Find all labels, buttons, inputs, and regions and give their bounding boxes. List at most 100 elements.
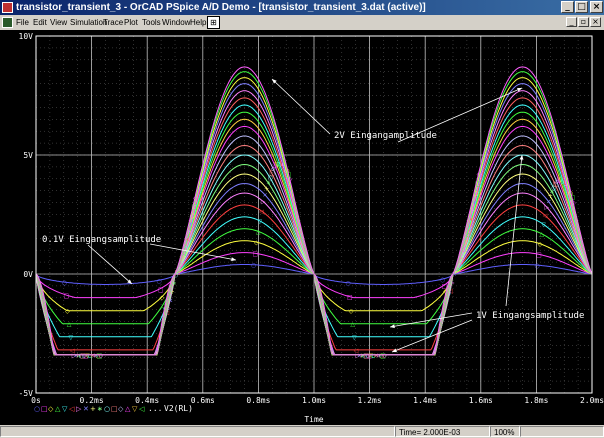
trace-marker: ◇: [82, 352, 87, 359]
plot-area[interactable]: ○ ○ ○ ○ ○ ○ □ □ □ □ □ □ ◇ ◇ ◇ ◇ ◇ ◇ △ △ △ △ △ △ ▽ ▽ ▽ ▽ ▽ ▽ ◁ ◁ ◁ ◁ ◁ ◁ ▷ ▷ ▷ ▷…: [0, 30, 604, 425]
mdi-minimize-button[interactable]: _: [566, 17, 577, 27]
trace-marker: △: [539, 231, 544, 238]
zoom-icon[interactable]: ⊞: [207, 16, 220, 29]
trace-marker: +: [564, 183, 569, 190]
annotations: 2V Eingangamplitude 0.1V Eingangsamplitud…: [42, 78, 584, 353]
trace-marker: +: [453, 269, 458, 276]
trace-marker: △: [367, 352, 372, 359]
trace-marker: ◁: [276, 161, 281, 168]
legend-label: V2(RL): [164, 404, 193, 413]
trace-marker: +: [170, 289, 175, 296]
plot-border: [35, 35, 593, 394]
x-tick-label: 0s: [31, 396, 41, 405]
mdi-restore-button[interactable]: ▫: [578, 17, 589, 27]
close-button[interactable]: ×: [590, 1, 603, 13]
trace-marker: ∗: [283, 165, 288, 172]
trace-marker: △: [273, 162, 278, 169]
trace-marker: ▽: [258, 218, 263, 225]
legend-marker-7: ✕: [83, 405, 89, 413]
trace-marker: ○: [251, 262, 256, 269]
document-icon[interactable]: [2, 17, 13, 28]
trace-marker: ✕: [263, 192, 268, 199]
trace-marker: ▽: [180, 256, 185, 263]
annotation-1v-arrow-right: [505, 154, 523, 307]
x-tick-label: 0.8ms: [246, 396, 270, 405]
annotation-1v-arrow-bottom-head: [392, 348, 397, 353]
trace-marker: ∗: [188, 221, 193, 228]
trace-marker: □: [175, 269, 181, 276]
trace-marker: ▽: [85, 352, 90, 359]
x-tick-label: 1.8ms: [524, 396, 548, 405]
menu-window[interactable]: Window: [162, 18, 191, 27]
x-tick-label: 0.6ms: [191, 396, 215, 405]
legend-marker-6: ▷: [76, 405, 82, 413]
trace-marker: +: [281, 163, 286, 170]
trace-marker: ✕: [73, 352, 78, 359]
trace-marker: ◇: [160, 295, 165, 302]
menu-edit[interactable]: Edit: [33, 18, 47, 27]
minimize-button[interactable]: _: [561, 1, 574, 13]
annotation-2v-arrow-right-head: [517, 88, 522, 92]
trace-marker: ◇: [554, 178, 559, 185]
y-tick-label: 5V: [23, 151, 33, 160]
trace-marker: ▷: [72, 352, 77, 359]
trace-marker: ○: [440, 277, 445, 284]
trace-marker: ◁: [543, 213, 548, 220]
x-tick-label: 1.0ms: [302, 396, 326, 405]
status-zoom: 100%: [490, 426, 520, 437]
legend-marker-9: ∗: [97, 405, 103, 413]
y-tick-label: 10V: [19, 32, 34, 41]
menu-simulation[interactable]: Simulation: [70, 18, 108, 27]
trace-marker: ▷: [372, 352, 377, 359]
menu-tools[interactable]: Tools: [142, 18, 161, 27]
x-tick-label: 1.6ms: [469, 396, 493, 405]
trace-marker: ◇: [571, 200, 576, 207]
menu-trace[interactable]: Trace: [103, 18, 124, 27]
trace-marker: ◇: [271, 166, 276, 173]
trace-marker: ○: [268, 174, 273, 181]
status-panel-right: [520, 426, 604, 437]
trace-marker: □: [80, 352, 86, 359]
waveform-chart[interactable]: ○ ○○○ ○○□□□□□□◇◇◇◇◇◇△△△△△△▽▽▽▽▽▽◁◁◁◁◁◁▷▷▷▷…: [0, 30, 604, 425]
trace-marker: ▷: [544, 204, 549, 211]
trace-marker: ◇: [365, 352, 370, 359]
trace-marker: □: [269, 170, 275, 177]
legend-marker-13: △: [125, 405, 131, 413]
trace-marker: ∗: [266, 180, 271, 187]
trace-marker: ○: [379, 352, 384, 359]
annotation-1v: 1V Eingangsamplitude: [476, 311, 584, 321]
menu-plot[interactable]: Plot: [124, 18, 138, 27]
x-tick-label: 1.4ms: [413, 396, 437, 405]
trace-marker: □: [458, 257, 464, 264]
trace-marker: ○: [156, 278, 161, 285]
trace-marker: □: [364, 352, 370, 359]
trace-marker: ◁: [181, 250, 186, 257]
trace-marker: ✕: [563, 180, 568, 187]
trace-marker: ◇: [65, 308, 70, 315]
y-tick-label: -5V: [19, 389, 34, 398]
trace-marker: □: [158, 286, 164, 293]
trace-marker: ○: [173, 272, 178, 279]
trace-marker: ✕: [468, 216, 473, 223]
axes: [35, 35, 593, 394]
menu-file[interactable]: File: [16, 18, 29, 27]
legend-ellipsis: ...: [148, 404, 162, 413]
menu-view[interactable]: View: [50, 18, 68, 27]
trace-marker: □: [380, 352, 386, 359]
annotation-2v-arrow-right: [397, 87, 523, 143]
app-icon[interactable]: [2, 2, 13, 13]
menu-help[interactable]: Help: [190, 18, 207, 27]
mdi-close-button[interactable]: ×: [590, 17, 601, 27]
maximize-button[interactable]: □: [575, 1, 588, 13]
x-tick-label: 1.2ms: [358, 396, 382, 405]
trace-marker: ∗: [171, 280, 176, 287]
status-panel-empty: [0, 426, 395, 437]
legend: ○ □ ◇ △ ▽ ◁ ▷ ✕ + ∗ ○ □ ◇ △ ▽ ◁... V2(RL): [34, 404, 193, 413]
trace-marker: ∗: [377, 352, 382, 359]
trace-marker: △: [256, 229, 261, 236]
trace-marker: ◇: [382, 352, 387, 359]
annotation-1v-arrow-bottom: [391, 319, 473, 353]
title-bar: transistor_transient_3 - OrCAD PSpice A/…: [0, 0, 604, 15]
trace-marker: ○: [457, 262, 462, 269]
legend-marker-2: ◇: [48, 405, 54, 413]
